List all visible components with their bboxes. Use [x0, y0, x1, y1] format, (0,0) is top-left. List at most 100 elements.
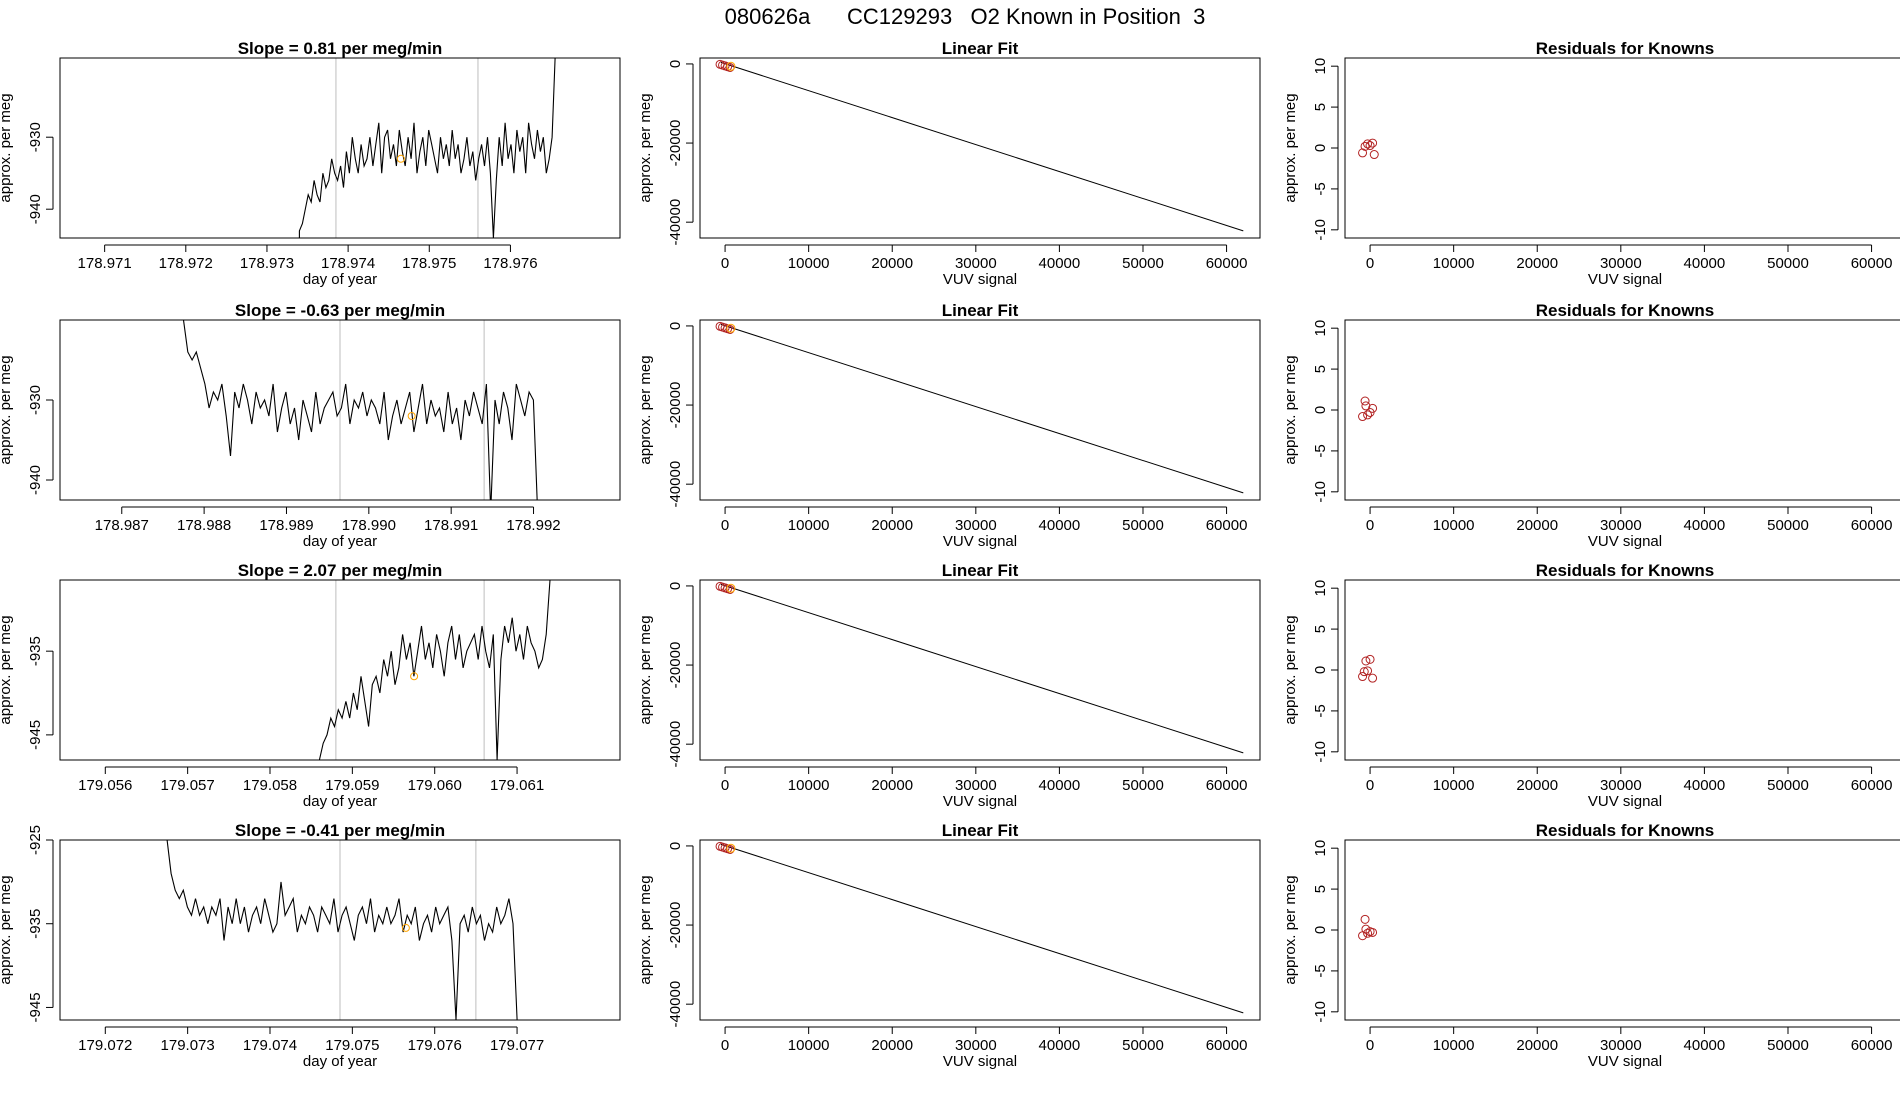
y-tick-label: -5 — [1312, 444, 1329, 457]
x-tick-label: 0 — [1366, 517, 1374, 534]
y-axis-label: approx. per meg — [637, 93, 654, 202]
plot-frame — [699, 319, 1261, 501]
x-tick-label: 178.989 — [259, 517, 313, 534]
x-axis-label: day of year — [303, 1053, 377, 1070]
plot-area — [1358, 654, 1378, 683]
y-tick-label: -20000 — [667, 120, 684, 167]
linear-fit-panel-4: Linear Fit 0 10000 20000 30000 40000 50000 6000… — [637, 821, 1261, 1070]
x-tick-label: 50000 — [1122, 517, 1164, 534]
x-tick-label: 50000 — [1122, 777, 1164, 794]
x-tick-label: 178.988 — [177, 517, 231, 534]
x-tick-label: 60000 — [1851, 1037, 1893, 1054]
y-tick-label: -20000 — [667, 642, 684, 689]
y-axis-label: approx. per meg — [0, 93, 14, 202]
data-point — [1368, 927, 1378, 937]
y-tick-label: 0 — [667, 322, 684, 330]
x-tick-label: 0 — [721, 1037, 729, 1054]
chart-title: Linear Fit — [942, 39, 1019, 58]
data-point — [1361, 401, 1371, 411]
y-tick-label: 0 — [667, 60, 684, 68]
y-axis-label: approx. per meg — [1282, 93, 1299, 202]
data-point — [1361, 656, 1371, 666]
y-tick-label: -10 — [1312, 1001, 1329, 1023]
data-point — [725, 844, 735, 854]
x-tick-label: 40000 — [1039, 777, 1081, 794]
y-tick-label: -5 — [1312, 182, 1329, 195]
y-tick-label: -10 — [1312, 481, 1329, 503]
data-point — [1368, 138, 1378, 148]
highlight-point — [407, 412, 416, 420]
x-tick-label: 20000 — [871, 255, 913, 272]
data-point — [1363, 928, 1373, 938]
y-tick-label: -10 — [1312, 741, 1329, 763]
x-tick-label: 179.074 — [243, 1037, 297, 1054]
x-axis-label: day of year — [303, 793, 377, 810]
chart-title: Slope = -0.63 per meg/min — [235, 301, 445, 320]
linear-fit-panel-3: Linear Fit 0 10000 20000 30000 40000 50000 6000… — [637, 561, 1261, 810]
y-tick-label: -930 — [27, 122, 44, 152]
plot-area — [318, 580, 551, 760]
data-point — [725, 324, 735, 334]
x-tick-label: 10000 — [788, 1037, 830, 1054]
y-tick-label: -925 — [27, 825, 44, 855]
y-tick-label: -10 — [1312, 219, 1329, 241]
y-axis-label: approx. per meg — [0, 355, 14, 464]
x-axis-label: VUV signal — [1588, 1053, 1662, 1070]
y-tick-label: 0 — [667, 582, 684, 590]
data-point — [1360, 396, 1370, 406]
x-tick-label: 40000 — [1039, 517, 1081, 534]
x-tick-label: 179.056 — [78, 777, 132, 794]
plot-frame — [699, 579, 1261, 761]
x-axis-label: VUV signal — [943, 271, 1017, 288]
x-tick-label: 178.975 — [402, 255, 456, 272]
highlight-point — [396, 154, 405, 163]
data-point — [725, 62, 735, 72]
x-tick-label: 179.059 — [325, 777, 379, 794]
x-tick-label: 30000 — [955, 1037, 997, 1054]
x-tick-label: 0 — [1366, 255, 1374, 272]
y-tick-label: 10 — [1312, 840, 1329, 857]
x-tick-label: 20000 — [1516, 517, 1558, 534]
y-tick-label: 10 — [1312, 580, 1329, 597]
x-axis-label: VUV signal — [943, 1053, 1017, 1070]
y-tick-label: 5 — [1312, 103, 1329, 111]
y-tick-label: -930 — [27, 385, 44, 415]
y-tick-label: 5 — [1312, 625, 1329, 633]
chart-title: Linear Fit — [942, 301, 1019, 320]
data-point — [1368, 403, 1378, 413]
x-tick-label: 50000 — [1767, 777, 1809, 794]
x-tick-label: 178.991 — [424, 517, 478, 534]
y-tick-label: 0 — [1312, 926, 1329, 934]
y-tick-label: 0 — [1312, 666, 1329, 674]
x-tick-label: 50000 — [1122, 1037, 1164, 1054]
highlight-point — [726, 843, 736, 853]
x-tick-label: 60000 — [1206, 1037, 1248, 1054]
chart-title: Slope = 0.81 per meg/min — [238, 39, 443, 58]
series-line — [182, 320, 538, 500]
y-axis-label: approx. per meg — [637, 875, 654, 984]
x-tick-label: 20000 — [1516, 777, 1558, 794]
x-tick-label: 179.077 — [490, 1037, 544, 1054]
x-tick-label: 40000 — [1039, 255, 1081, 272]
x-tick-label: 179.057 — [161, 777, 215, 794]
chart-title: Residuals for Knowns — [1536, 821, 1715, 840]
x-tick-label: 0 — [721, 517, 729, 534]
x-tick-label: 30000 — [1600, 1037, 1642, 1054]
x-tick-label: 50000 — [1767, 1037, 1809, 1054]
x-tick-label: 10000 — [1433, 1037, 1475, 1054]
y-tick-label: -40000 — [667, 721, 684, 768]
plot-area — [715, 581, 1244, 754]
y-tick-label: -20000 — [667, 902, 684, 949]
x-tick-label: 60000 — [1206, 255, 1248, 272]
data-point — [1368, 673, 1378, 683]
fit-line — [720, 61, 1244, 232]
x-tick-label: 60000 — [1851, 777, 1893, 794]
plot-frame — [699, 57, 1261, 239]
fit-line — [720, 323, 1244, 494]
x-tick-label: 178.972 — [159, 255, 213, 272]
x-tick-label: 30000 — [1600, 777, 1642, 794]
chart-title: Slope = 2.07 per meg/min — [238, 561, 443, 580]
chart-title: Residuals for Knowns — [1536, 561, 1715, 580]
x-tick-label: 40000 — [1684, 255, 1726, 272]
x-tick-label: 179.061 — [490, 777, 544, 794]
